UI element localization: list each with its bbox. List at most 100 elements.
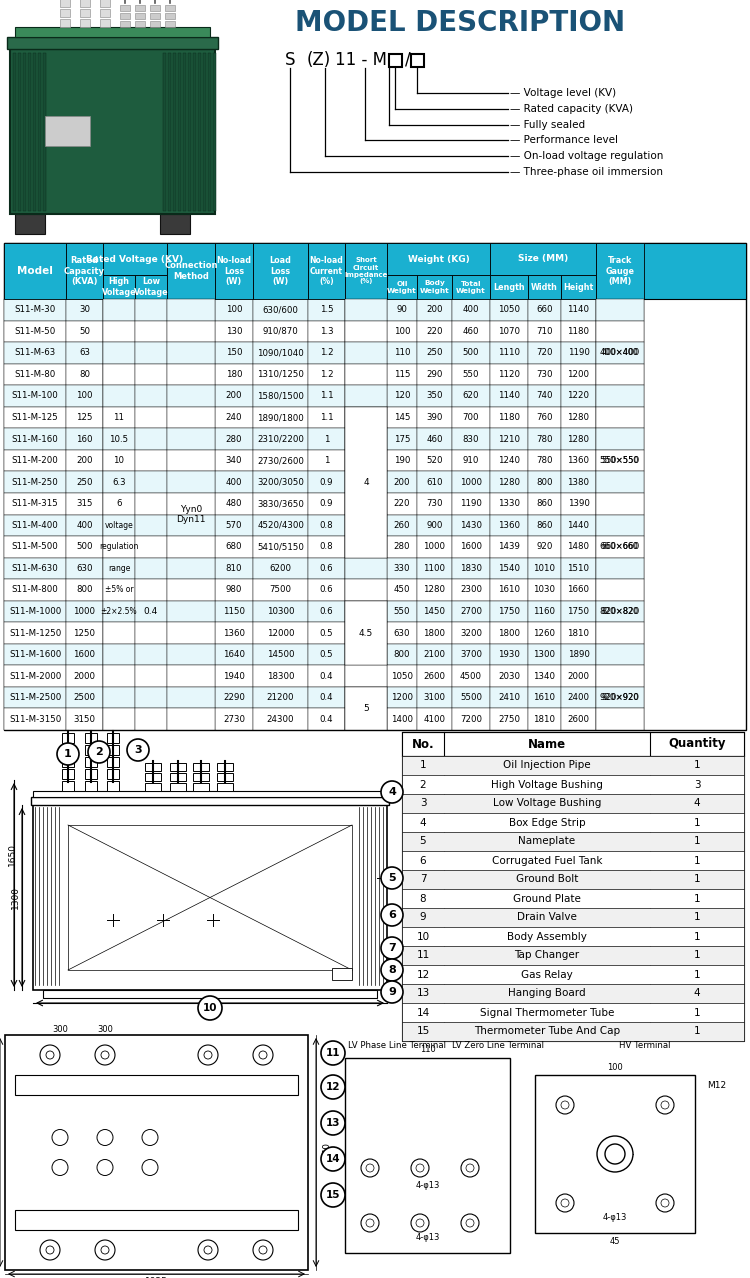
Bar <box>43 52 46 211</box>
Bar <box>4 406 66 428</box>
Bar <box>417 450 452 472</box>
Circle shape <box>46 1246 54 1254</box>
Text: 3150: 3150 <box>74 714 95 723</box>
Bar <box>193 52 196 211</box>
Bar <box>345 557 387 579</box>
Bar <box>490 243 596 275</box>
Bar <box>103 535 135 557</box>
Bar <box>4 493 66 515</box>
Text: — Rated capacity (KVA): — Rated capacity (KVA) <box>510 104 633 114</box>
Bar <box>135 385 167 406</box>
Bar <box>387 686 417 708</box>
Text: 1070: 1070 <box>322 1141 331 1164</box>
Bar <box>387 364 417 385</box>
Bar <box>215 557 253 579</box>
Bar <box>490 299 528 321</box>
Text: 290: 290 <box>426 369 442 378</box>
Bar <box>308 364 345 385</box>
Bar <box>4 515 66 535</box>
Bar <box>253 686 308 708</box>
Circle shape <box>101 1051 109 1059</box>
Bar <box>308 515 345 535</box>
Bar <box>561 579 596 601</box>
Bar <box>33 805 387 990</box>
Bar <box>135 601 167 622</box>
Bar <box>253 428 308 450</box>
Text: 3200/3050: 3200/3050 <box>257 478 304 487</box>
Bar <box>387 622 417 644</box>
Text: S11-M-125: S11-M-125 <box>12 413 58 422</box>
Bar <box>417 343 452 364</box>
Bar <box>596 493 644 515</box>
Bar <box>10 49 215 213</box>
Bar <box>387 450 417 472</box>
Bar <box>490 644 528 666</box>
Text: M12: M12 <box>707 1080 726 1090</box>
Bar <box>103 622 135 644</box>
Text: 1: 1 <box>420 760 426 771</box>
Text: 1.1: 1.1 <box>320 413 333 422</box>
Bar <box>528 493 561 515</box>
Bar <box>561 557 596 579</box>
Text: 1600: 1600 <box>460 542 482 551</box>
Text: 240: 240 <box>226 413 242 422</box>
Bar <box>417 686 452 708</box>
Text: 6: 6 <box>420 855 426 865</box>
Bar <box>4 686 66 708</box>
Bar <box>387 493 417 515</box>
Circle shape <box>381 866 403 889</box>
Bar <box>167 535 215 557</box>
Text: 1240: 1240 <box>498 456 520 465</box>
Bar <box>167 535 215 557</box>
Circle shape <box>52 1130 68 1145</box>
Text: 1160: 1160 <box>533 607 556 616</box>
Text: 10: 10 <box>202 1003 217 1013</box>
Text: 1000: 1000 <box>460 478 482 487</box>
Bar <box>7 37 218 49</box>
Bar <box>308 428 345 450</box>
Bar <box>135 364 167 385</box>
Bar <box>135 644 167 666</box>
Bar <box>167 299 215 321</box>
Circle shape <box>321 1111 345 1135</box>
Text: 0.4: 0.4 <box>320 693 333 702</box>
Bar <box>345 666 387 686</box>
Bar <box>103 686 135 708</box>
Text: 730: 730 <box>426 500 442 509</box>
Text: 400×400: 400×400 <box>600 349 640 358</box>
Text: 1110: 1110 <box>498 349 520 358</box>
Text: 1000: 1000 <box>424 542 445 551</box>
Text: Width: Width <box>531 282 558 291</box>
Text: 1050: 1050 <box>391 672 413 681</box>
Bar <box>345 450 387 472</box>
Bar <box>345 644 387 666</box>
Text: — Fully sealed: — Fully sealed <box>510 120 585 130</box>
Circle shape <box>40 1240 60 1260</box>
Text: 130: 130 <box>332 1148 341 1163</box>
Text: 400×400: 400×400 <box>602 349 638 358</box>
Text: 0.6: 0.6 <box>320 607 333 616</box>
Bar <box>345 299 387 321</box>
Bar <box>215 666 253 686</box>
Text: range: range <box>108 564 130 573</box>
Text: 12: 12 <box>326 1082 340 1091</box>
Text: Low
Voltage: Low Voltage <box>134 277 168 296</box>
Circle shape <box>656 1097 674 1114</box>
Bar <box>183 52 186 211</box>
Bar <box>167 321 215 343</box>
Bar <box>145 763 161 771</box>
Bar <box>4 385 66 406</box>
Text: 2000: 2000 <box>74 672 95 681</box>
Circle shape <box>605 1144 625 1164</box>
Bar <box>345 428 387 450</box>
Bar <box>417 579 452 601</box>
Bar <box>417 644 452 666</box>
Text: 1380: 1380 <box>568 478 590 487</box>
Circle shape <box>556 1194 574 1212</box>
Bar <box>167 428 215 450</box>
Bar <box>596 321 644 343</box>
Bar <box>4 622 66 644</box>
Bar <box>490 406 528 428</box>
Text: 18300: 18300 <box>267 672 294 681</box>
Bar <box>0 0 750 240</box>
